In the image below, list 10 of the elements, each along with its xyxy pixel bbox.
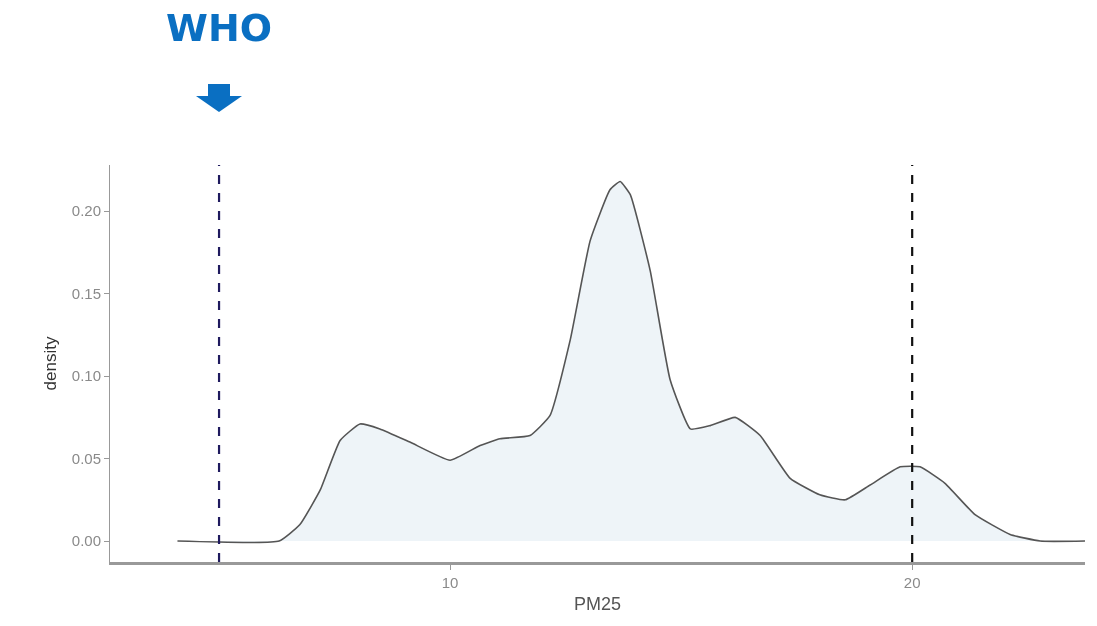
- y-tick-label: 0.15: [71, 284, 101, 302]
- y-tick-label: 0.10: [71, 367, 101, 385]
- y-tick-label: 0.00: [71, 532, 101, 550]
- y-axis-title: density: [41, 336, 61, 391]
- x-tick-label: 10: [441, 574, 459, 591]
- y-tick-label: 0.20: [71, 202, 101, 220]
- text: WHO: [166, 6, 273, 50]
- x-tick-label: 20: [903, 574, 921, 591]
- y-tick-label: 0.05: [71, 449, 101, 467]
- x-axis-title: PM25: [573, 594, 622, 615]
